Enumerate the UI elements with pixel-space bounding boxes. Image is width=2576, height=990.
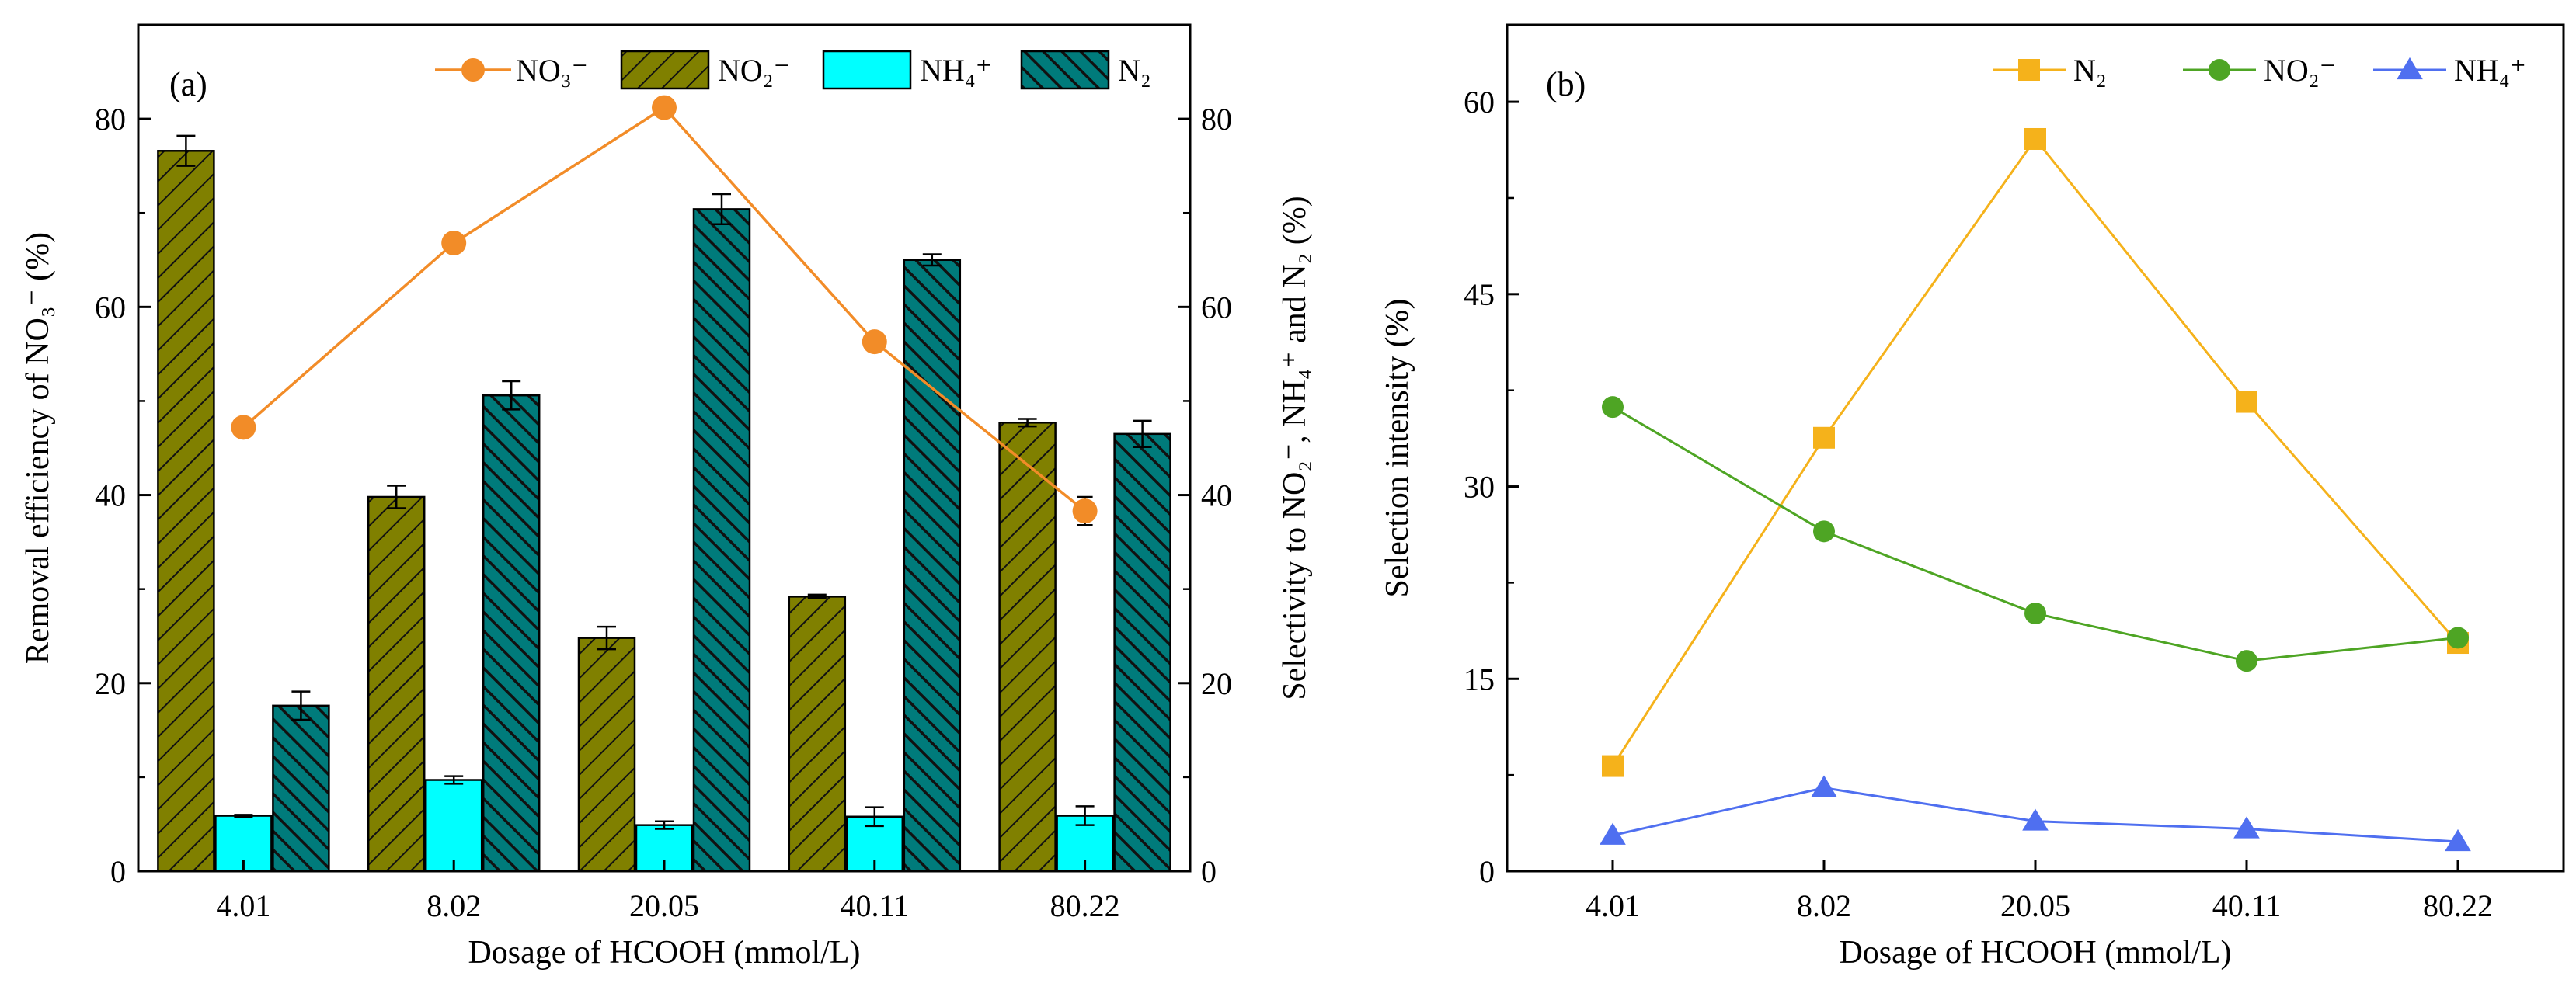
x-axis-title-b: Dosage of HCOOH (mmol/L) [1839,935,2231,971]
point-N₂-20.05 [2024,127,2046,150]
chart-panel-a: 0 20 40 60 80 0 20 40 60 80 4.01 8.02 20.05 40.11 80.2… [20,23,1313,971]
ytick-label-b: 15 [1464,662,1495,696]
point-N₂-40.11 [2236,391,2257,413]
legend-label-b-N₂: N₂ [2073,53,2107,88]
ytick-label-right: 40 [1201,478,1232,513]
legend-swatch-NO₂⁻ [620,50,710,90]
bar-N₂-8.02 [482,394,541,873]
xtick-label-b: 8.02 [1797,888,1851,923]
xtick-label-b: 20.05 [2000,888,2070,923]
ytick-label-left: 40 [95,478,126,513]
line-N₂ [1611,137,2459,767]
ytick-label-left: 80 [95,102,126,137]
xtick-label: 40.11 [841,888,910,923]
panel-label-a: (a) [169,65,207,103]
point-no3-80.22 [1072,498,1098,524]
ytick-label-b: 60 [1464,85,1495,120]
y-axis-title-right: Selectivity to NO₂⁻, NH₄⁺ and N₂ (%) [1277,196,1313,700]
bar-NO₂⁻-8.02 [367,495,426,873]
point-NO₂⁻-20.05 [2024,603,2046,625]
point-no3-20.05 [652,95,677,120]
point-NO₂⁻-8.02 [1813,520,1835,543]
legend-label-b-NH₄⁺: NH₄⁺ [2454,53,2526,88]
ytick-label-left: 60 [95,290,126,325]
point-NO₂⁻-4.01 [1602,396,1624,419]
ytick-label-right: 0 [1201,854,1217,889]
point-NH₄⁺-80.22 [2445,828,2471,852]
bar-NH₄⁺-8.02 [424,779,483,873]
point-NO₂⁻-80.22 [2447,627,2469,649]
point-NH₄⁺-4.01 [1600,822,1626,845]
legend-swatch-marker-NO₂⁻ [2209,59,2230,81]
ytick-label-b: 30 [1464,470,1495,505]
ytick-label-right: 60 [1201,290,1232,325]
point-NH₄⁺-40.11 [2233,816,2260,839]
ytick-label-b: 45 [1464,277,1495,312]
point-NH₄⁺-8.02 [1811,775,1837,797]
point-no3-40.11 [862,329,887,355]
bar-N₂-4.01 [272,704,330,873]
point-NO₂⁻-40.11 [2236,650,2257,672]
point-NH₄⁺-20.05 [2022,808,2049,831]
bar-NO₂⁻-80.22 [998,422,1057,873]
bar-N₂-20.05 [692,208,751,873]
point-N₂-4.01 [1602,755,1624,777]
point-no3-8.02 [441,230,467,255]
legend-label-NO₂⁻: NO₂⁻ [718,53,790,88]
xtick-label-b: 80.22 [2423,888,2493,923]
chart-panel-b: 0 15 30 45 60 4.01 8.02 20.05 40.11 80.22 Dosage o… [1380,23,2565,971]
legend-label-NH₄⁺: NH₄⁺ [920,53,992,88]
bar-NO₂⁻-4.01 [157,150,215,873]
x-axis-title-a: Dosage of HCOOH (mmol/L) [468,935,860,971]
point-no3-4.01 [231,415,256,440]
xtick-label-b: 4.01 [1586,888,1640,923]
xtick-label: 20.05 [629,888,699,923]
bar-N₂-40.11 [903,259,962,873]
legend-swatch-no3-marker [461,58,485,82]
legend-label-no3: NO₃⁻ [516,53,588,88]
xtick-label-b: 40.11 [2212,888,2282,923]
panel-label-b: (b) [1546,65,1586,103]
y-axis-title-left: Removal efficiency of NO₃⁻ (%) [20,232,56,664]
legend-swatch-N₂ [1020,50,1110,90]
legend-swatch-NH₄⁺ [822,50,912,90]
ytick-label-b: 0 [1479,854,1495,889]
bar-N₂-80.22 [1113,432,1171,873]
plot-frame-b [1506,23,2565,873]
y-axis-title-b: Selection intensity (%) [1380,299,1415,598]
xtick-label: 8.02 [426,888,481,923]
point-N₂-8.02 [1813,426,1835,449]
legend-label-b-NO₂⁻: NO₂⁻ [2264,53,2336,88]
bar-NO₂⁻-40.11 [788,596,847,873]
ytick-label-left: 0 [110,854,126,889]
xtick-label: 4.01 [216,888,270,923]
legend-label-N₂: N₂ [1118,53,1151,88]
ytick-label-right: 20 [1201,666,1232,701]
bar-NO₂⁻-20.05 [577,637,636,873]
ytick-label-left: 20 [95,666,126,701]
ytick-label-right: 80 [1201,102,1232,137]
legend-swatch-marker-NH₄⁺ [2397,57,2423,80]
xtick-label: 80.22 [1050,888,1120,923]
legend-swatch-marker-N₂ [2018,59,2040,81]
